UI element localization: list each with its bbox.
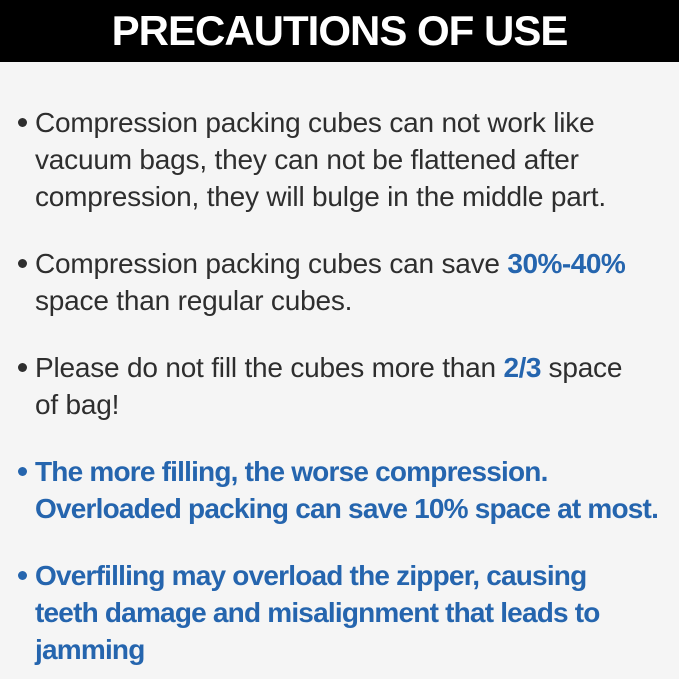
text-segment: The more filling, the worse compression.: [35, 456, 548, 487]
text-segment: Please do not fill the cubes more than: [35, 352, 504, 383]
text-line: jamming: [35, 631, 659, 668]
text-segment: space than regular cubes.: [35, 285, 353, 316]
text-line: space than regular cubes.: [35, 282, 659, 319]
list-item: Compression packing cubes can not work l…: [18, 104, 659, 215]
text-segment: space: [540, 352, 623, 383]
text-segment: Overloaded packing can save 10% space at…: [35, 493, 659, 524]
bullet-dot: [18, 259, 27, 268]
text-line: compression, they will bulge in the midd…: [35, 178, 659, 215]
text-line: vacuum bags, they can not be flattened a…: [35, 141, 659, 178]
text-line: Compression packing cubes can save 30%-4…: [35, 245, 659, 282]
text-line: of bag!: [35, 386, 659, 423]
text-segment: Compression packing cubes can save: [35, 248, 508, 279]
highlight-text: 30%-40%: [507, 248, 626, 279]
text-line: Compression packing cubes can not work l…: [35, 104, 659, 141]
page-title: PRECAUTIONS OF USE: [111, 7, 569, 54]
list-item: Compression packing cubes can save 30%-4…: [18, 245, 659, 319]
bullet-dot: [18, 571, 27, 580]
text-line: The more filling, the worse compression.: [35, 453, 659, 490]
text-line: Please do not fill the cubes more than 2…: [35, 349, 659, 386]
bullet-dot: [18, 363, 27, 372]
list-item: The more filling, the worse compression.…: [18, 453, 659, 527]
header-bar: PRECAUTIONS OF USE: [0, 0, 679, 62]
text-segment: Overfilling may overload the zipper, cau…: [35, 560, 587, 591]
text-segment: teeth damage and misalignment that leads…: [35, 597, 600, 628]
text-segment: jamming: [35, 634, 145, 665]
text-segment: vacuum bags, they can not be flattened a…: [35, 144, 579, 175]
text-segment: Compression packing cubes can not work l…: [35, 107, 595, 138]
text-line: teeth damage and misalignment that leads…: [35, 594, 659, 631]
highlight-text: 2/3: [503, 352, 542, 383]
text-line: Overloaded packing can save 10% space at…: [35, 490, 659, 527]
text-segment: of bag!: [35, 389, 120, 420]
precautions-list: Compression packing cubes can not work l…: [0, 62, 679, 668]
bullet-dot: [18, 467, 27, 476]
list-item: Overfilling may overload the zipper, cau…: [18, 557, 659, 668]
bullet-dot: [18, 118, 27, 127]
list-item: Please do not fill the cubes more than 2…: [18, 349, 659, 423]
text-line: Overfilling may overload the zipper, cau…: [35, 557, 659, 594]
text-segment: compression, they will bulge in the midd…: [35, 181, 606, 212]
